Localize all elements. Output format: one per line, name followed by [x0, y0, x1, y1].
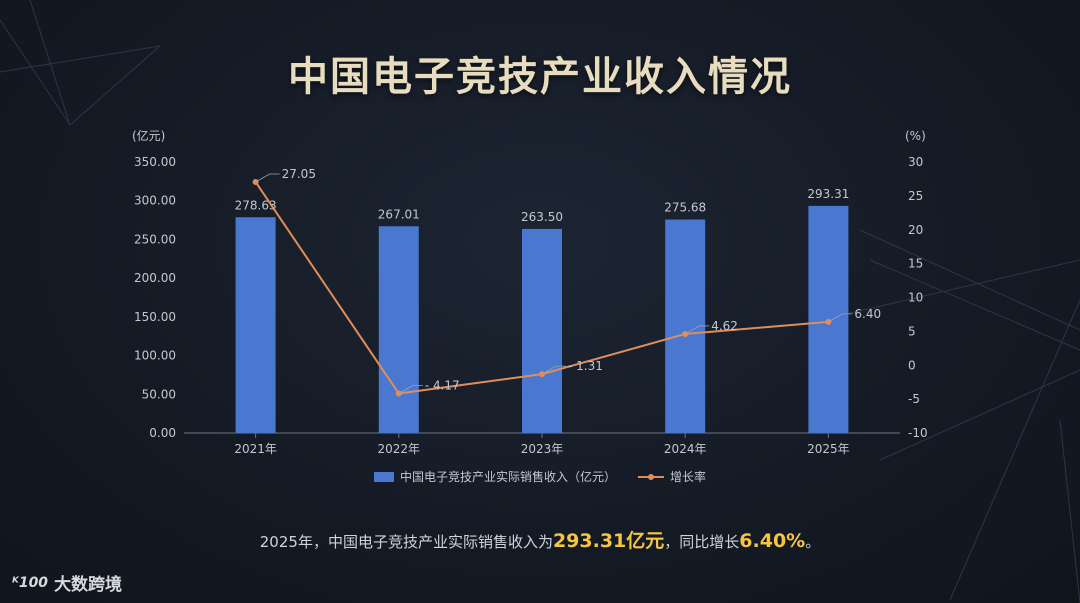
y-right-tick-label: 25 [908, 189, 923, 203]
y-right-unit: (%) [905, 129, 926, 143]
growth-label-leader [828, 313, 853, 323]
legend-item-growth: 增长率 [638, 468, 706, 485]
watermark: ᴷ100 大数跨境 [12, 570, 123, 596]
legend-bar-swatch [373, 471, 394, 482]
page-title: 中国电子竞技产业收入情况 [288, 54, 792, 100]
y-right-tick-label: -5 [908, 392, 920, 406]
summary-middle: ，同比增长 [664, 533, 740, 551]
y-left-tick-label: 50.00 [142, 387, 176, 401]
x-tick-label: 2024年 [664, 442, 707, 456]
y-right-tick-label: -10 [908, 426, 928, 440]
legend-label-revenue: 中国电子竞技产业实际销售收入（亿元） [399, 470, 616, 484]
watermark-text: 大数跨境 [54, 575, 123, 595]
bar-value-label: 293.31 [807, 187, 849, 201]
summary-revenue: 293.31亿元 [552, 530, 665, 552]
x-tick-label: 2025年 [807, 442, 850, 456]
watermark-logo-icon: ᴷ100 [12, 574, 49, 591]
bar-revenue [378, 226, 419, 433]
summary-prefix: 2025年，中国电子竞技产业实际销售收入为 [259, 533, 553, 551]
bar-value-label: 267.01 [378, 207, 420, 221]
bar-revenue [235, 217, 276, 433]
y-right-tick-label: 5 [908, 324, 916, 338]
y-right-tick-label: 15 [908, 257, 923, 271]
bar-value-label: 275.68 [664, 201, 706, 215]
x-tick-label: 2021年 [234, 442, 277, 456]
y-left-unit: (亿元) [132, 128, 165, 143]
y-right-tick-label: 20 [908, 223, 923, 237]
growth-label-leader [685, 325, 710, 335]
x-tick-label: 2022年 [378, 442, 421, 456]
y-left-tick-label: 300.00 [134, 194, 176, 208]
y-right-tick-label: 30 [908, 155, 923, 169]
y-left-tick-label: 200.00 [134, 271, 176, 285]
bar-value-label: 278.63 [235, 198, 277, 212]
y-right-tick-label: 0 [908, 358, 916, 372]
y-right-tick-label: 10 [908, 291, 923, 305]
summary-growth: 6.40% [739, 530, 806, 552]
growth-value-label: 27.05 [282, 167, 316, 181]
legend-line-swatch [638, 472, 664, 482]
y-left-tick-label: 150.00 [134, 310, 176, 324]
chart-legend: 中国电子竞技产业实际销售收入（亿元） 增长率 [0, 468, 1080, 485]
x-tick-label: 2023年 [521, 442, 564, 456]
y-left-tick-label: 250.00 [134, 232, 176, 246]
legend-item-revenue: 中国电子竞技产业实际销售收入（亿元） [373, 468, 616, 485]
summary-suffix: 。 [805, 533, 821, 551]
growth-label-leader [541, 365, 566, 375]
y-left-tick-label: 350.00 [134, 155, 176, 169]
y-left-tick-label: 100.00 [134, 349, 176, 363]
y-left-tick-label: 0.00 [149, 426, 176, 440]
summary-text: 2025年，中国电子竞技产业实际销售收入为293.31亿元，同比增长6.40%。 [0, 526, 1080, 553]
legend-label-growth: 增长率 [670, 470, 707, 484]
growth-value-label: 6.40 [854, 307, 881, 321]
growth-value-label: 4.62 [711, 319, 738, 333]
growth-label-leader [398, 385, 423, 394]
growth-value-label: - 1.31 [568, 359, 603, 373]
growth-label-leader [255, 173, 280, 183]
bar-revenue [522, 228, 562, 433]
bar-value-label: 263.50 [521, 210, 563, 224]
growth-value-label: - 4.17 [425, 379, 460, 393]
